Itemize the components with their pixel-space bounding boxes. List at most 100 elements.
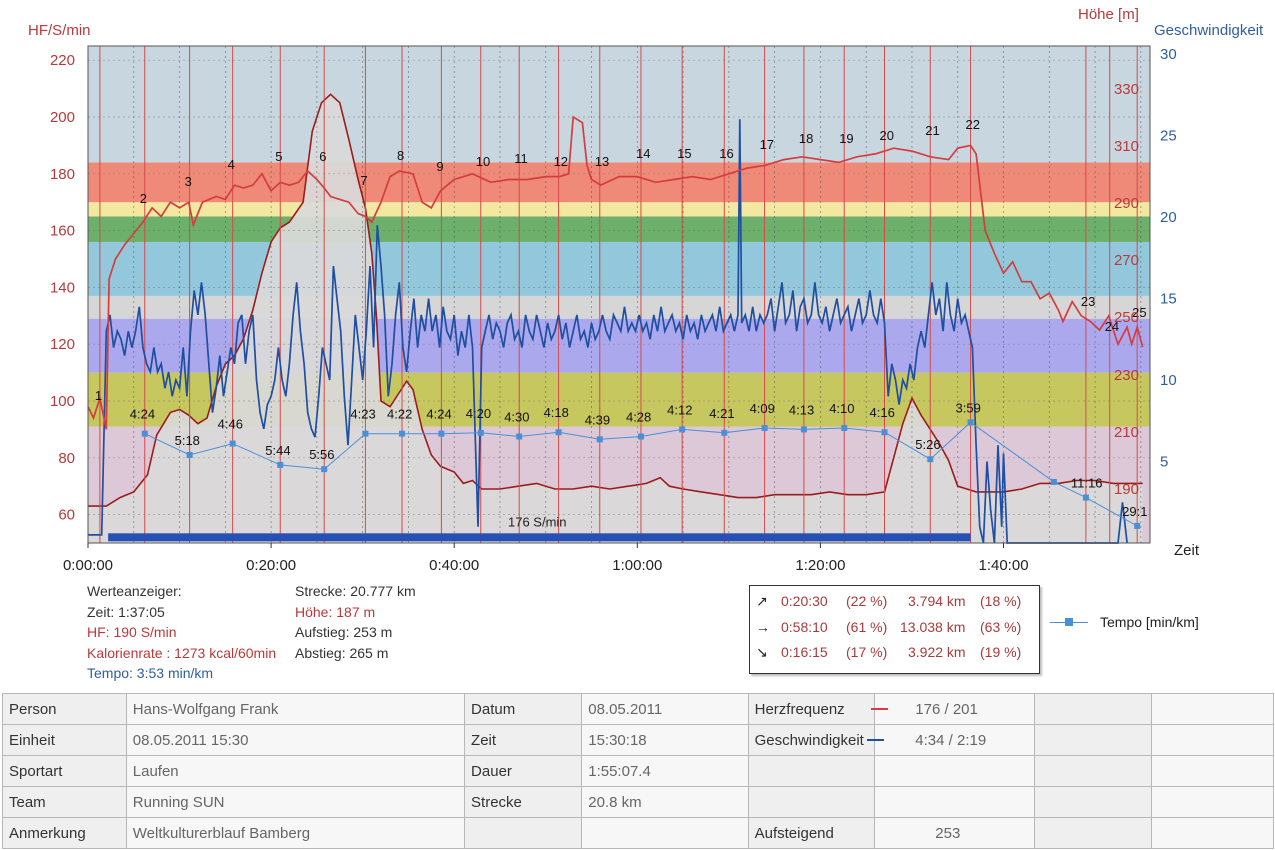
lap-number: 7	[360, 173, 367, 188]
value-sportart: Laufen	[125, 755, 466, 787]
lap-pace: 4:13	[789, 402, 814, 417]
lap-number: 2	[140, 191, 147, 206]
marker-title: Werteanzeiger:	[87, 583, 182, 599]
slope-distance: 13.038 km	[900, 619, 966, 635]
marker-time: Zeit: 1:37:05	[87, 603, 165, 620]
value-datum: 08.05.2011	[581, 693, 749, 725]
x-tick-label: 0:00:00	[63, 557, 113, 574]
y-left-tick: 180	[50, 166, 75, 183]
y-speed-tick: 10	[1160, 372, 1177, 389]
lap-pace: 4:30	[504, 410, 529, 425]
slope-time: 0:20:30	[781, 593, 828, 609]
y-left-tick: 120	[50, 336, 75, 353]
empty-cell	[464, 817, 583, 849]
lap-pace: 4:24	[130, 407, 155, 422]
table-row: Einheit 08.05.2011 15:30 Zeit 15:30:18 G…	[2, 724, 1274, 756]
empty-cell	[1033, 693, 1153, 725]
pace-point	[516, 433, 523, 440]
x-tick-label: 0:40:00	[429, 557, 479, 574]
lap-number: 15	[677, 146, 691, 161]
value-strecke: 20.8 km	[581, 786, 749, 818]
plot-frame	[87, 45, 1151, 544]
lap-number: 6	[319, 149, 326, 164]
pace-point	[1134, 522, 1141, 529]
slope-row-flat: → 0:58:10 (61 %) 13.038 km (63 %)	[750, 619, 1039, 644]
y-left-title: HF/S/min	[28, 22, 91, 39]
lap-pace: 3:59	[956, 400, 981, 415]
cadence-bar: 176 S/min	[108, 514, 971, 542]
empty-cell	[874, 755, 1035, 787]
label-speed: Geschwindigkeit	[747, 724, 884, 756]
pace-point	[679, 426, 686, 433]
lap-pace: 4:10	[829, 401, 854, 416]
pace-point	[800, 426, 807, 433]
lap-number: 17	[760, 137, 774, 152]
y-left-tick: 100	[50, 393, 75, 410]
lap-pace: 4:21	[709, 406, 734, 421]
lap-pace: 4:20	[466, 406, 491, 421]
hr-zone-band	[88, 295, 1150, 319]
marker-calories: Kalorienrate : 1273 kcal/60min	[87, 644, 277, 661]
pace-point	[321, 466, 328, 473]
label-team: Team	[2, 786, 127, 818]
y-left-tick: 220	[50, 52, 75, 69]
marker-descent: Abstieg: 265 m	[295, 644, 389, 661]
pace-point	[438, 430, 445, 437]
table-row: Sportart Laufen Dauer 1:55:07.4	[2, 755, 1274, 787]
table-row: Team Running SUN Strecke 20.8 km	[2, 786, 1274, 818]
slope-row-down: ↘ 0:16:15 (17 %) 3.922 km (19 %)	[750, 644, 1039, 669]
y-elevation-tick: 330	[1114, 81, 1139, 98]
slope-distance: 3.794 km	[908, 593, 966, 609]
axes: 6080100120140160180200220190210230250270…	[50, 46, 1177, 574]
y-elevation-tick: 190	[1114, 481, 1139, 498]
value-zeit: 15:30:18	[581, 724, 749, 756]
empty-cell	[747, 755, 876, 787]
marker-hr: HF: 190 S/min	[87, 624, 177, 640]
y-speed-tick: 20	[1160, 209, 1177, 226]
label-einheit: Einheit	[2, 724, 127, 756]
y-left-tick: 160	[50, 223, 75, 240]
arrow-right-icon: →	[756, 619, 770, 635]
marker-info-2: Strecke: 20.777 km Höhe: 187 m Aufstieg:…	[295, 581, 416, 663]
pace-point	[141, 430, 148, 437]
lap-number: 25	[1132, 305, 1146, 320]
lap-number: 9	[436, 159, 443, 174]
marker-pace: Tempo: 3:53 min/km	[87, 665, 214, 681]
pace-point	[596, 436, 603, 443]
pace-point	[229, 440, 236, 447]
x-tick-label: 1:00:00	[612, 557, 662, 574]
pace-point	[555, 429, 562, 436]
lap-pace: 4:16	[870, 405, 895, 420]
value-team: Running SUN	[125, 786, 466, 818]
slope-time: 0:16:15	[781, 644, 828, 660]
hr-line-icon	[870, 708, 888, 710]
table-row: Anmerkung Weltkulturerblauf Bamberg Aufs…	[2, 817, 1274, 849]
empty-cell	[1033, 755, 1153, 787]
lap-pace: 4:23	[350, 407, 375, 422]
value-einheit: 08.05.2011 15:30	[125, 724, 466, 756]
pace-point	[399, 430, 406, 437]
empty-cell	[1151, 693, 1274, 725]
empty-cell	[874, 786, 1035, 818]
slope-distance-pct: (18 %)	[980, 593, 1022, 609]
lap-number: 24	[1105, 319, 1119, 334]
lap-pace: 4:09	[750, 401, 775, 416]
lap-pace: 5:18	[175, 433, 200, 448]
pace-point	[362, 430, 369, 437]
slope-time: 0:58:10	[781, 619, 828, 635]
lap-number: 10	[476, 154, 490, 169]
label-heart-rate: Herzfrequenz	[747, 693, 888, 725]
empty-cell	[747, 786, 876, 818]
pace-point	[841, 424, 848, 431]
value-anmerkung: Weltkulturerblauf Bamberg	[125, 817, 466, 849]
table-row: Person Hans-Wolfgang Frank Datum 08.05.2…	[2, 693, 1274, 725]
value-person: Hans-Wolfgang Frank	[125, 693, 466, 725]
y-left-tick: 60	[58, 507, 75, 524]
pace-point	[1082, 494, 1089, 501]
label-zeit: Zeit	[464, 724, 583, 756]
lap-pace: 4:24	[426, 407, 451, 422]
x-tick-label: 1:20:00	[795, 557, 845, 574]
pace-point	[637, 433, 644, 440]
empty-cell	[1033, 724, 1153, 756]
